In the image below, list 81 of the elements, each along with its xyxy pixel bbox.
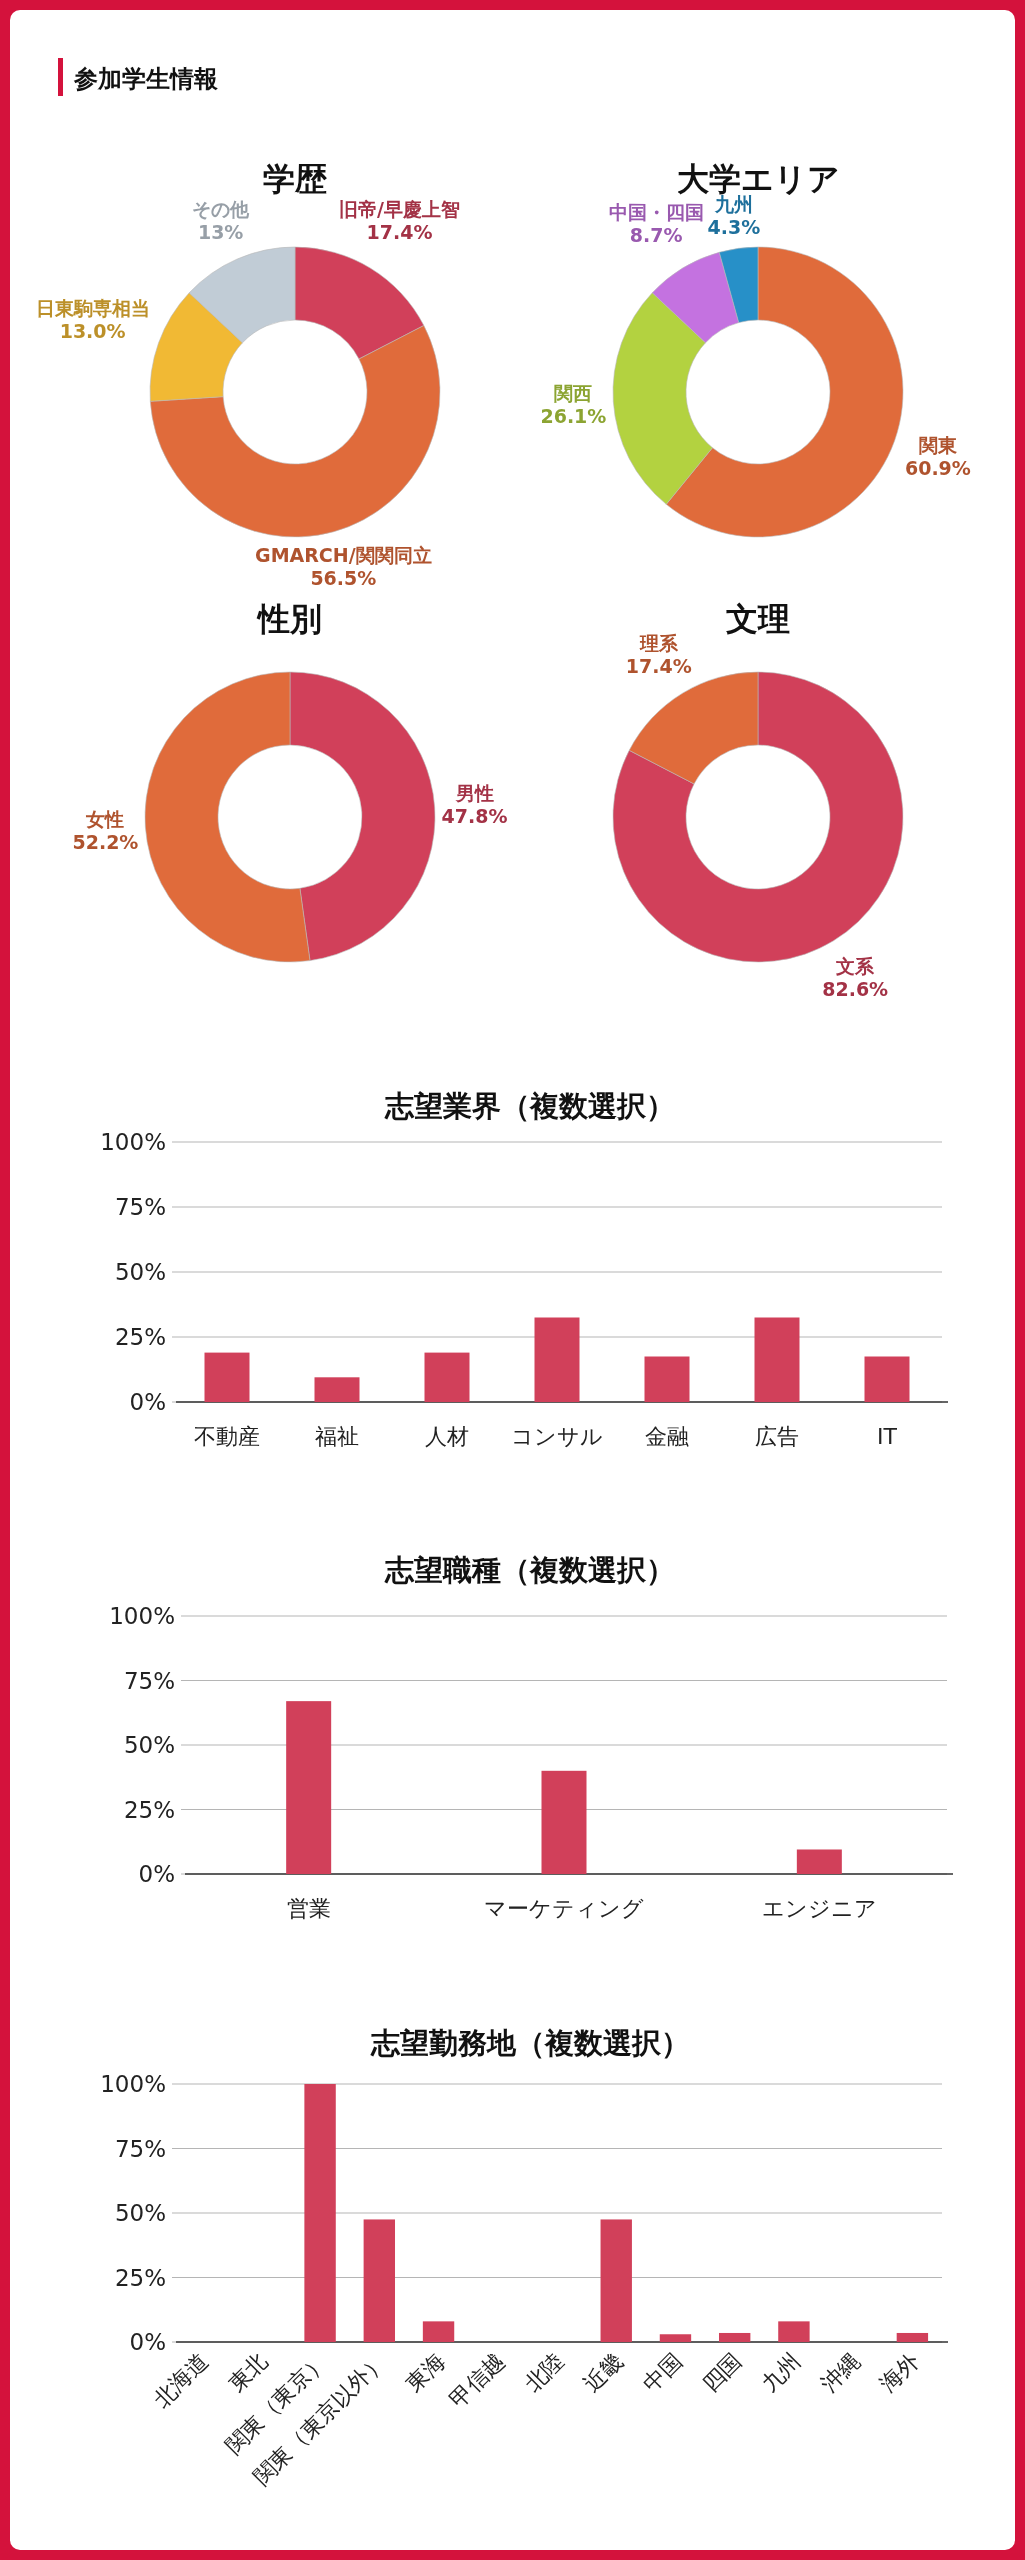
bar xyxy=(864,1356,910,1402)
data-label: 17.4% xyxy=(625,654,692,677)
slice-label: 文系 xyxy=(835,954,876,977)
x-tick-label: 四国 xyxy=(697,2347,747,2397)
x-tick-label: 金融 xyxy=(645,1424,689,1449)
bar xyxy=(600,2219,632,2342)
bar xyxy=(314,1377,360,1402)
chart-title: 性別 xyxy=(256,600,322,638)
x-tick-label: マーケティング xyxy=(484,1896,644,1921)
x-tick-label: 甲信越 xyxy=(444,2347,510,2413)
data-label: 52.2% xyxy=(72,830,139,853)
y-tick-label: 0% xyxy=(138,1861,175,1887)
x-tick-label: 広告 xyxy=(755,1424,799,1449)
slice-label: 関西 xyxy=(554,382,593,405)
x-tick-label: 営業 xyxy=(286,1896,331,1921)
bar xyxy=(644,1356,690,1402)
y-tick-label: 75% xyxy=(123,1667,175,1694)
data-label: 13% xyxy=(197,221,244,244)
y-tick-label: 100% xyxy=(100,1129,166,1155)
y-tick-label: 75% xyxy=(114,1194,166,1220)
y-tick-label: 50% xyxy=(123,1732,175,1758)
slice-label: GMARCH/関関同立 xyxy=(255,544,432,567)
bar xyxy=(363,2219,395,2342)
y-tick-label: 100% xyxy=(109,1603,175,1629)
y-tick-label: 0% xyxy=(129,1389,166,1415)
data-label: 82.6% xyxy=(822,977,889,1000)
bar xyxy=(424,1352,470,1402)
x-tick-label: 九州 xyxy=(756,2347,806,2397)
x-tick-label: 福祉 xyxy=(315,1424,359,1449)
y-tick-label: 0% xyxy=(129,2329,166,2355)
chart-title: 志望業界（複数選択） xyxy=(384,1089,675,1123)
bar xyxy=(304,2084,336,2342)
data-label: 47.8% xyxy=(441,805,508,828)
chart-title: 学歴 xyxy=(263,160,327,198)
y-tick-label: 100% xyxy=(100,2071,166,2097)
data-label: 13.0% xyxy=(59,320,126,343)
x-tick-label: コンサル xyxy=(511,1424,603,1449)
bar xyxy=(286,1701,332,1874)
x-tick-label: 北陸 xyxy=(519,2347,569,2397)
x-tick-label: 中国 xyxy=(638,2347,687,2397)
slice-label: 男性 xyxy=(454,782,494,805)
bar xyxy=(778,2321,810,2342)
text: 参加学生情報 xyxy=(73,65,218,93)
x-tick-label: エンジニア xyxy=(761,1896,877,1921)
y-tick-label: 75% xyxy=(114,2135,166,2162)
y-tick-label: 25% xyxy=(114,2264,166,2291)
slice-label: 中国・四国 xyxy=(608,201,704,224)
bar xyxy=(896,2332,929,2342)
data-label: 26.1% xyxy=(540,405,607,428)
slice-label: その他 xyxy=(192,198,251,221)
bar xyxy=(422,2321,455,2342)
bar xyxy=(541,1770,587,1874)
slice-label: 女性 xyxy=(85,807,125,830)
data-label: 8.7% xyxy=(629,224,683,247)
data-label: 60.9% xyxy=(904,457,971,480)
x-tick-label: 人材 xyxy=(425,1424,469,1449)
x-tick-label: 沖縄 xyxy=(815,2347,865,2397)
data-label: 4.3% xyxy=(707,215,761,238)
bar xyxy=(754,1317,800,1402)
x-tick-label: 海外 xyxy=(875,2347,924,2397)
chart-title: 文理 xyxy=(726,600,790,638)
y-tick-label: 25% xyxy=(123,1796,175,1823)
bar xyxy=(204,1352,250,1402)
slice-label: 理系 xyxy=(638,631,679,654)
slice-label: 関東 xyxy=(918,434,958,457)
y-tick-label: 50% xyxy=(114,2200,166,2226)
bar xyxy=(534,1317,580,1402)
slice-label: 旧帝/早慶上智 xyxy=(339,198,461,221)
x-tick-label: IT xyxy=(877,1424,898,1449)
bar xyxy=(796,1849,842,1874)
bar xyxy=(659,2334,692,2342)
y-tick-label: 50% xyxy=(114,1259,166,1285)
x-tick-label: 近畿 xyxy=(578,2347,628,2397)
data-label: 17.4% xyxy=(366,221,433,244)
data-label: 56.5% xyxy=(310,567,377,590)
slice-label: 日東駒専相当 xyxy=(35,297,150,320)
chart-title: 志望職種（複数選択） xyxy=(384,1553,675,1587)
bar xyxy=(719,2332,751,2342)
x-tick-label: 不動産 xyxy=(194,1424,260,1449)
y-tick-label: 25% xyxy=(114,1324,166,1350)
chart-title: 志望勤務地（複数選択） xyxy=(369,2026,690,2060)
